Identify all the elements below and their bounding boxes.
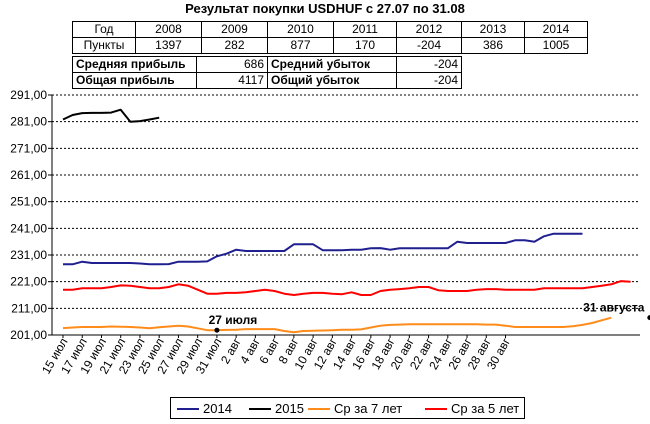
y-tick-labels: 201,00 211,00 221,00 231,00 241,00 251,00 261,… [10, 88, 47, 342]
row-label-points: Пункты [72, 37, 136, 54]
legend-label: 2014 [203, 401, 232, 416]
year-cell: 2008 [135, 21, 202, 38]
y-tick-label: 221,00 [10, 275, 47, 289]
legend-label: 2015 [275, 401, 304, 416]
y-tick-label: 211,00 [11, 301, 47, 315]
y-tick-label: 271,00 [10, 141, 47, 155]
year-cell: 2012 [396, 21, 462, 38]
y-tick-label: 281,00 [10, 115, 47, 129]
points-cell: 1005 [524, 37, 588, 54]
annotation-label: 31 августа [583, 301, 645, 315]
points-cell: -204 [396, 37, 462, 54]
y-tick-label: 261,00 [10, 168, 47, 182]
series-lines [62, 108, 631, 334]
series-line-2014 [63, 232, 583, 266]
y-tick-label: 291,00 [10, 88, 47, 102]
chart-legend: 2014 2015 Ср за 7 лет Ср за 5 лет [170, 397, 525, 419]
series-line-Ср за 5 лет [63, 280, 631, 296]
y-tick-label: 251,00 [10, 195, 47, 209]
axes [48, 94, 640, 338]
year-points-table: Год 2008 2009 2010 2011 2012 2013 2014 П… [72, 21, 588, 54]
y-tick-label: 231,00 [10, 248, 47, 262]
series-line-2015 [62, 108, 160, 123]
points-cell: 386 [461, 37, 525, 54]
annotation-marker [214, 327, 220, 333]
legend-swatch [308, 408, 330, 410]
total-loss-label: Общий убыток [267, 72, 397, 89]
table-row: Общая прибыль 4117 Общий убыток -204 [72, 72, 462, 89]
legend-swatch [425, 408, 447, 410]
table-row: Пункты 1397 282 877 170 -204 386 1005 [72, 37, 588, 54]
total-profit-label: Общая прибыль [72, 72, 197, 89]
y-tick-label: 201,00 [10, 328, 47, 342]
y-tick-label: 241,00 [10, 221, 47, 235]
legend-label: Ср за 5 лет [451, 401, 520, 416]
points-cell: 282 [201, 37, 268, 54]
series-line-Ср за 7 лет [62, 316, 612, 334]
grid-lines [52, 94, 640, 309]
avg-loss-value: -204 [396, 56, 462, 73]
points-cell: 877 [267, 37, 334, 54]
annotation-marker [647, 315, 650, 321]
legend-label: Ср за 7 лет [334, 401, 403, 416]
total-loss-value: -204 [396, 72, 462, 89]
profit-loss-table: Средняя прибыль 686 Средний убыток -204 … [72, 56, 462, 89]
points-cell: 170 [333, 37, 397, 54]
annotations: 27 июля 31 августа [209, 301, 650, 333]
total-profit-value: 4117 [196, 72, 268, 89]
table-row: Средняя прибыль 686 Средний убыток -204 [72, 56, 462, 73]
year-cell: 2014 [524, 21, 588, 38]
legend-swatch [177, 408, 199, 410]
chart-title: Результат покупки USDHUF с 27.07 по 31.0… [185, 1, 465, 16]
points-cell: 1397 [135, 37, 202, 54]
annotation-label: 27 июля [209, 313, 258, 327]
legend-swatch [249, 408, 271, 410]
table-row: Год 2008 2009 2010 2011 2012 2013 2014 [72, 21, 588, 38]
